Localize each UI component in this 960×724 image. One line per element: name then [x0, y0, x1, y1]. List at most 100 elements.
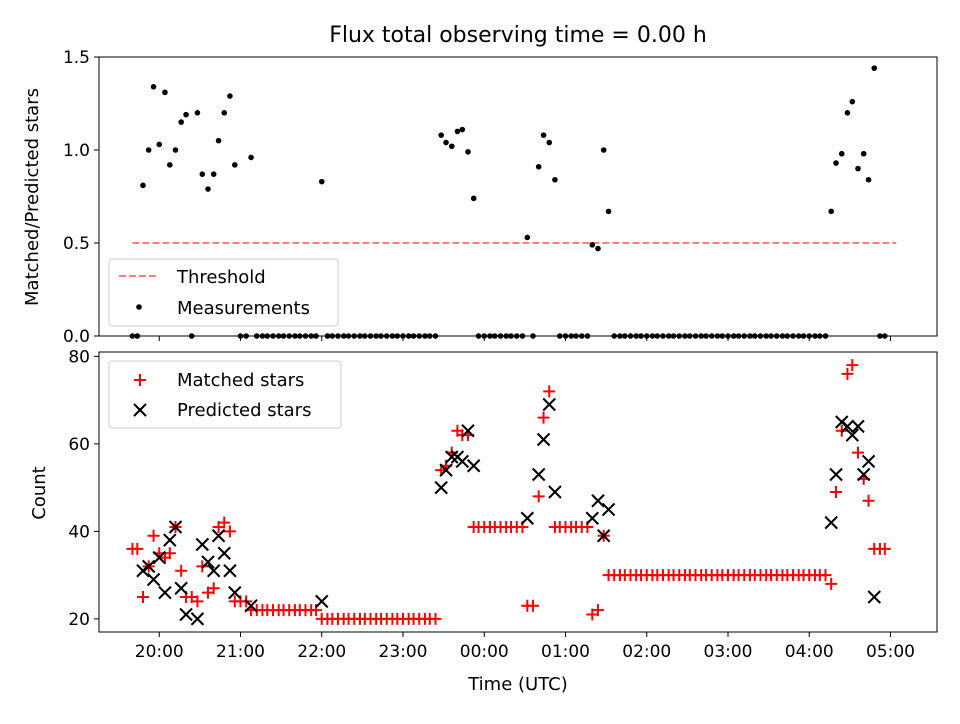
measurement-point: [833, 160, 839, 166]
measurement-point: [232, 162, 238, 168]
matched-point: [137, 591, 149, 603]
predicted-point: [536, 432, 551, 447]
x-tick-label: 22:00: [297, 642, 346, 662]
measurement-point: [855, 165, 861, 172]
ratio-legend-box: [108, 258, 339, 327]
predicted-point: [455, 454, 470, 469]
predicted-point: [861, 454, 876, 469]
predicted-point: [466, 459, 481, 473]
matched-point: [163, 547, 176, 560]
measurement-point: [459, 126, 466, 133]
measurement-point: [828, 208, 834, 215]
matched-point: [825, 577, 838, 590]
predicted-legend-label: Predicted stars: [177, 400, 311, 421]
ratio-y-tick-label: 0.5: [63, 234, 90, 254]
matched-legend-label: Matched stars: [177, 370, 304, 391]
x-tick-label: 02:00: [622, 642, 671, 662]
measurement-point: [470, 195, 477, 202]
predicted-point: [315, 594, 329, 609]
x-axis-label: Time (UTC): [467, 674, 568, 695]
x-tick-label: 05:00: [866, 642, 915, 662]
predicted-point: [845, 428, 860, 442]
measurement-point: [589, 242, 596, 248]
predicted-point: [829, 467, 843, 482]
predicted-point: [542, 397, 556, 412]
matched-point: [592, 604, 604, 617]
predicted-point: [146, 572, 161, 587]
measurement-point: [205, 186, 211, 192]
predicted-point: [163, 533, 177, 547]
predicted-point: [445, 450, 459, 464]
matched-point: [429, 612, 442, 625]
predicted-point: [201, 555, 215, 569]
measurement-point: [156, 141, 163, 148]
measurement-point: [860, 150, 867, 157]
predicted-point: [840, 419, 855, 434]
count-y-tick-label: 80: [68, 347, 90, 367]
predicted-point: [856, 467, 871, 482]
measurement-point: [465, 149, 471, 155]
x-tick-label: 01:00: [541, 642, 590, 662]
measurement-point: [199, 171, 206, 177]
matched-point: [846, 359, 859, 372]
measurement-point: [865, 176, 872, 183]
measurement-point: [535, 163, 542, 170]
matched-point: [819, 569, 832, 582]
measurement-point: [871, 65, 878, 71]
measurement-point: [844, 110, 851, 116]
ratio-y-tick-label: 1.5: [63, 48, 90, 68]
predicted-point: [179, 607, 193, 622]
matched-point: [527, 599, 539, 612]
predicted-point: [152, 550, 166, 565]
measurement-point: [248, 154, 254, 161]
matched-point: [878, 542, 891, 555]
measurement-point: [221, 110, 228, 116]
measurements-legend-swatch: [136, 304, 142, 310]
measurement-point: [140, 182, 146, 189]
measurement-point: [227, 93, 233, 99]
x-tick-label: 03:00: [704, 642, 753, 662]
predicted-point: [591, 494, 605, 508]
measurement-point: [162, 89, 168, 96]
measurement-point: [448, 143, 455, 150]
predicted-point: [228, 585, 242, 600]
predicted-point: [531, 467, 546, 482]
matched-legend-swatch: [134, 374, 146, 386]
count-y-tick-label: 20: [68, 610, 90, 630]
measurement-point: [167, 162, 173, 168]
measurement-point: [838, 150, 845, 157]
measurement-point: [443, 139, 449, 146]
matched-point: [537, 411, 550, 424]
ratio-legend: Threshold Measurements: [108, 258, 339, 327]
x-tick-label: 00:00: [460, 642, 509, 662]
predicted-point: [434, 480, 448, 495]
measurement-point: [172, 147, 179, 153]
chart-title: Flux total observing time = 0.00 h: [329, 23, 707, 48]
measurement-point: [600, 147, 607, 153]
measurement-point: [552, 176, 558, 183]
measurement-point: [318, 178, 325, 185]
measurements-legend-label: Measurements: [177, 298, 310, 319]
x-tick-label: 04:00: [785, 642, 834, 662]
predicted-point: [461, 424, 475, 438]
measurement-point: [540, 132, 547, 138]
predicted-point: [244, 599, 258, 613]
measurement-point: [595, 245, 601, 252]
count-legend-box: [108, 360, 342, 429]
predicted-point: [601, 502, 616, 517]
count-panel-frame: [98, 351, 938, 633]
measurement-point: [183, 111, 189, 118]
matched-point: [191, 595, 204, 608]
matched-point: [223, 525, 236, 538]
predicted-point: [206, 564, 221, 578]
predicted-point: [824, 515, 838, 530]
predicted-point: [867, 590, 881, 604]
measurement-point: [150, 83, 157, 90]
ratio-panel-frame: [98, 56, 938, 337]
measurement-point: [524, 234, 531, 241]
predicted-point: [851, 419, 865, 434]
count-y-tick-label: 40: [68, 522, 90, 542]
ratio-panel: 0.0 0.5 1.0 1.5 Matched/Predicted stars Thr…: [22, 48, 938, 347]
matched-point: [131, 542, 144, 555]
count-y-axis-label: Count: [29, 466, 50, 519]
